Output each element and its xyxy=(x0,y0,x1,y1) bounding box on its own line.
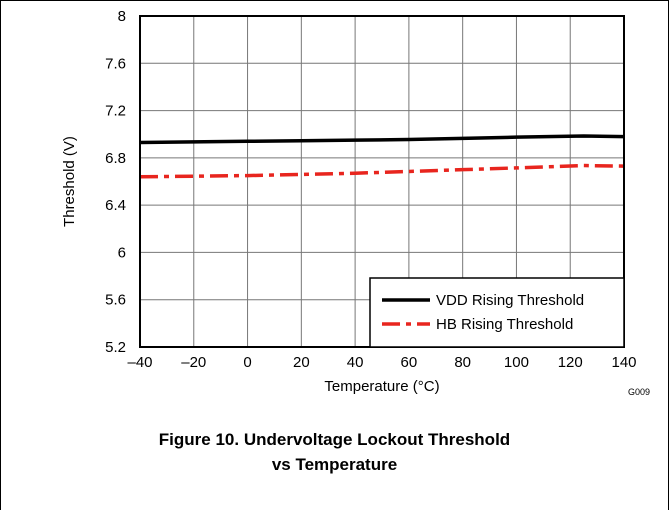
y-tick-label: 6 xyxy=(118,244,126,261)
x-tick-labels: –40 –20 0 20 40 60 80 100 120 140 xyxy=(127,354,636,371)
threshold-vs-temperature-chart: 5.2 5.6 6 6.4 6.8 7.2 7.6 8 –40 –20 0 20 40 60 80 100 1… xyxy=(61,8,650,397)
x-tick-label: –20 xyxy=(181,354,206,371)
x-tick-label: 0 xyxy=(243,354,251,371)
y-tick-label: 8 xyxy=(118,8,126,25)
x-tick-label: 140 xyxy=(611,354,636,371)
y-tick-label: 6.8 xyxy=(105,150,126,167)
series-lines xyxy=(139,134,625,179)
y-tick-label: 7.2 xyxy=(105,103,126,120)
legend-label-1: VDD Rising Threshold xyxy=(436,292,584,309)
series-line-2 xyxy=(139,163,625,179)
y-tick-label: 5.6 xyxy=(105,292,126,309)
x-tick-label: 60 xyxy=(401,354,418,371)
figure-caption-line-1: Figure 10. Undervoltage Lockout Threshol… xyxy=(158,430,511,449)
x-tick-label: 20 xyxy=(293,354,310,371)
x-axis-title: Temperature (°C) xyxy=(324,378,439,395)
y-tick-labels: 5.2 5.6 6 6.4 6.8 7.2 7.6 8 xyxy=(105,8,126,356)
legend: VDD Rising Threshold HB Rising Threshold xyxy=(369,277,625,348)
x-tick-label: 80 xyxy=(454,354,471,371)
y-tick-label: 7.6 xyxy=(105,55,126,72)
x-tick-label: 120 xyxy=(558,354,583,371)
series-line-1 xyxy=(139,134,625,145)
y-axis-title: Threshold (V) xyxy=(61,136,78,227)
legend-box xyxy=(369,277,625,348)
figure-caption-line-2: vs Temperature xyxy=(271,455,398,474)
y-tick-label: 5.2 xyxy=(105,339,126,356)
x-tick-label: 40 xyxy=(347,354,364,371)
x-tick-label: –40 xyxy=(127,354,152,371)
legend-label-2: HB Rising Threshold xyxy=(436,316,573,333)
y-tick-label: 6.4 xyxy=(105,197,126,214)
x-tick-label: 100 xyxy=(504,354,529,371)
figure-code: G009 xyxy=(628,387,650,397)
